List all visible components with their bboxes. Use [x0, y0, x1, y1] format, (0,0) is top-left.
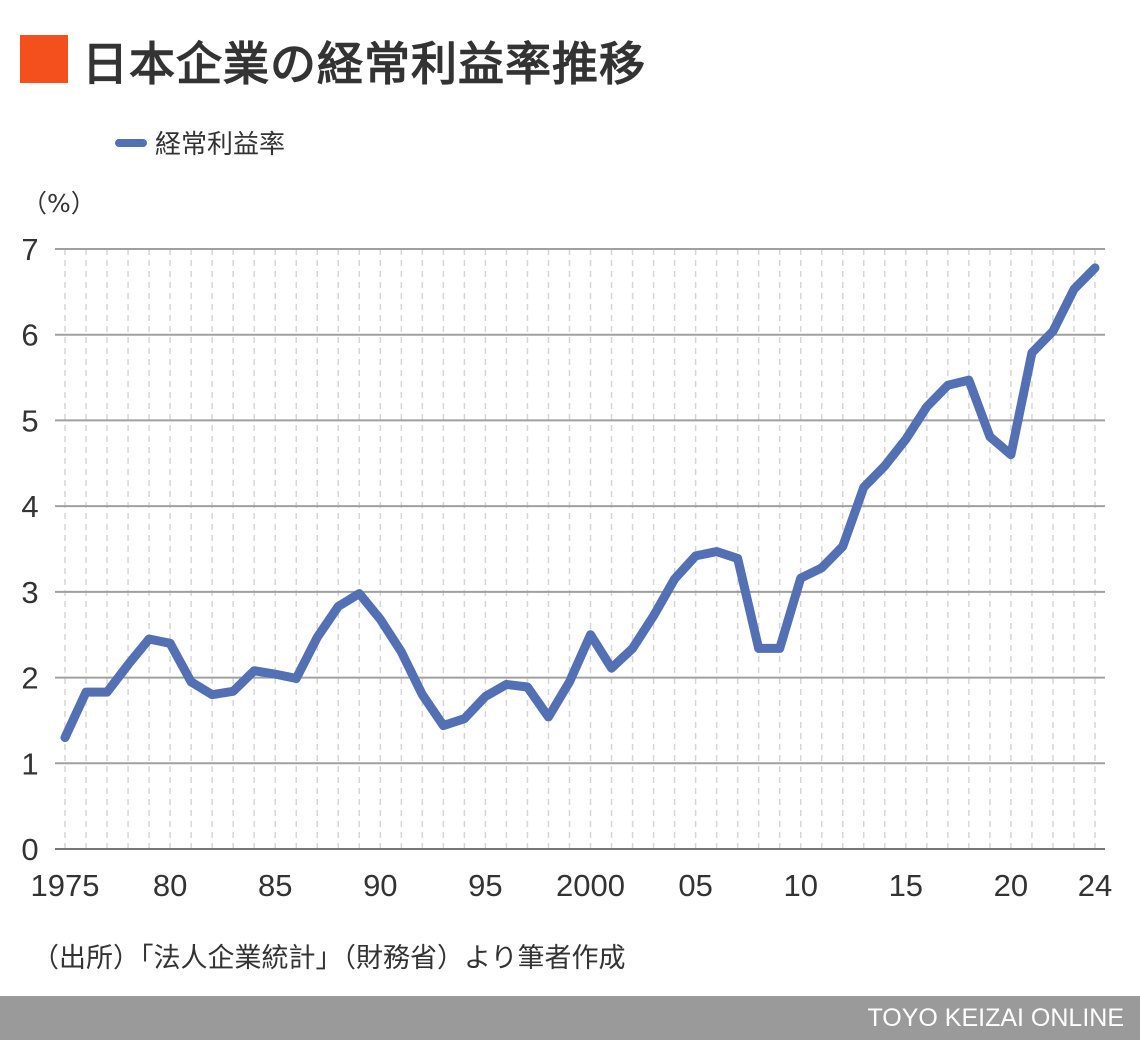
footer-bar: TOYO KEIZAI ONLINE	[0, 996, 1140, 1040]
y-tick-label: 7	[21, 232, 38, 267]
series-line	[60, 263, 1100, 743]
x-tick-label: 85	[258, 868, 292, 903]
x-tick-label: 95	[468, 868, 502, 903]
y-tick-label: 4	[21, 489, 38, 524]
x-tick-label: 1975	[31, 868, 100, 903]
x-tick-label: 2000	[556, 868, 625, 903]
x-tick-label: 90	[363, 868, 397, 903]
footer-brand: TOYO KEIZAI ONLINE	[867, 1004, 1124, 1032]
legend-label: 経常利益率	[155, 130, 286, 160]
y-tick-label: 0	[21, 832, 38, 867]
y-tick-label: 5	[21, 403, 38, 438]
x-tick-label: 15	[889, 868, 923, 903]
y-tick-label: 2	[21, 661, 38, 696]
y-axis-unit: （%）	[22, 189, 96, 218]
y-tick-label: 3	[21, 575, 38, 610]
x-tick-label: 10	[783, 868, 817, 903]
x-tick-label: 20	[994, 868, 1028, 903]
x-tick-label: 24	[1078, 868, 1112, 903]
source-note: （出所）「法人企業統計」（財務省）より筆者作成	[32, 943, 626, 974]
legend: 経常利益率	[115, 124, 285, 161]
title-marker	[20, 35, 68, 83]
legend-swatch	[115, 138, 147, 147]
y-tick-label: 6	[21, 318, 38, 353]
chart-title: 日本企業の経常利益率推移	[82, 37, 646, 91]
x-tick-label: 05	[678, 868, 712, 903]
y-tick-label: 1	[21, 746, 38, 781]
x-tick-label: 80	[153, 868, 187, 903]
chart-area: 0 1 2 3 4 5 6 7 1975 80 85 90 95 2000 05 10 15 20 24	[21, 232, 1112, 903]
